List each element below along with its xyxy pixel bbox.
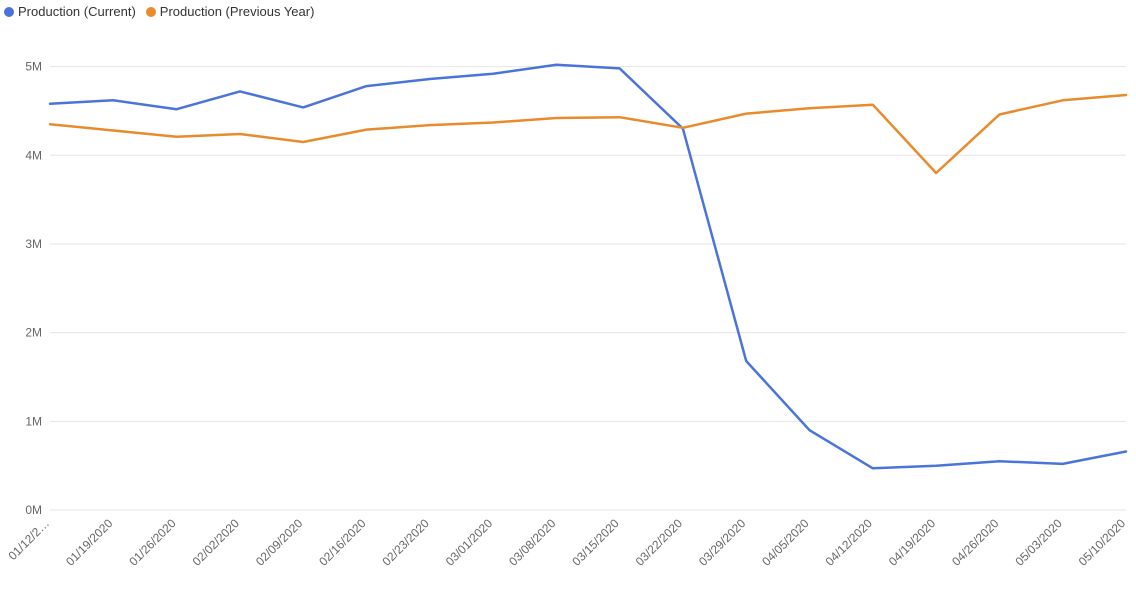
y-tick-label: 0M <box>25 503 42 517</box>
chart-gridlines <box>50 67 1126 510</box>
y-tick-label: 2M <box>25 326 42 340</box>
legend-label-current: Production (Current) <box>18 4 136 19</box>
x-tick-label: 03/08/2020 <box>506 516 559 569</box>
x-tick-label: 04/12/2020 <box>823 516 876 569</box>
x-tick-label: 02/02/2020 <box>190 516 243 569</box>
x-tick-label: 05/10/2020 <box>1076 516 1129 569</box>
x-tick-label: 01/26/2020 <box>126 516 179 569</box>
legend-dot-previous <box>146 7 156 17</box>
chart-canvas: 0M 1M 2M 3M 4M 5M 01/12/2…01/19/202001/26/202… <box>0 0 1136 607</box>
x-tick-label: 05/03/2020 <box>1012 516 1065 569</box>
legend-label-previous: Production (Previous Year) <box>160 4 315 19</box>
legend-dot-current <box>4 7 14 17</box>
x-tick-label: 03/01/2020 <box>443 516 496 569</box>
x-axis: 01/12/2…01/19/202001/26/202002/02/202002… <box>5 516 1128 569</box>
x-tick-label: 03/15/2020 <box>569 516 622 569</box>
x-tick-label: 02/23/2020 <box>380 516 433 569</box>
production-line-chart: Production (Current) Production (Previou… <box>0 0 1136 607</box>
x-tick-label: 02/16/2020 <box>316 516 369 569</box>
y-tick-label: 5M <box>25 60 42 74</box>
x-tick-label: 04/26/2020 <box>949 516 1002 569</box>
legend-item-previous[interactable]: Production (Previous Year) <box>146 4 315 19</box>
chart-series <box>50 65 1126 469</box>
x-tick-label: 03/29/2020 <box>696 516 749 569</box>
chart-legend: Production (Current) Production (Previou… <box>4 4 318 19</box>
series-line-previous[interactable] <box>50 95 1126 173</box>
x-tick-label: 02/09/2020 <box>253 516 306 569</box>
series-line-current[interactable] <box>50 65 1126 469</box>
x-tick-label: 04/19/2020 <box>886 516 939 569</box>
y-tick-label: 4M <box>25 148 42 162</box>
x-tick-label: 04/05/2020 <box>759 516 812 569</box>
y-tick-label: 3M <box>25 237 42 251</box>
legend-item-current[interactable]: Production (Current) <box>4 4 136 19</box>
x-tick-label: 03/22/2020 <box>633 516 686 569</box>
x-tick-label: 01/12/2… <box>5 516 52 563</box>
y-tick-label: 1M <box>25 414 42 428</box>
x-tick-label: 01/19/2020 <box>63 516 116 569</box>
y-axis: 0M 1M 2M 3M 4M 5M <box>25 60 42 517</box>
